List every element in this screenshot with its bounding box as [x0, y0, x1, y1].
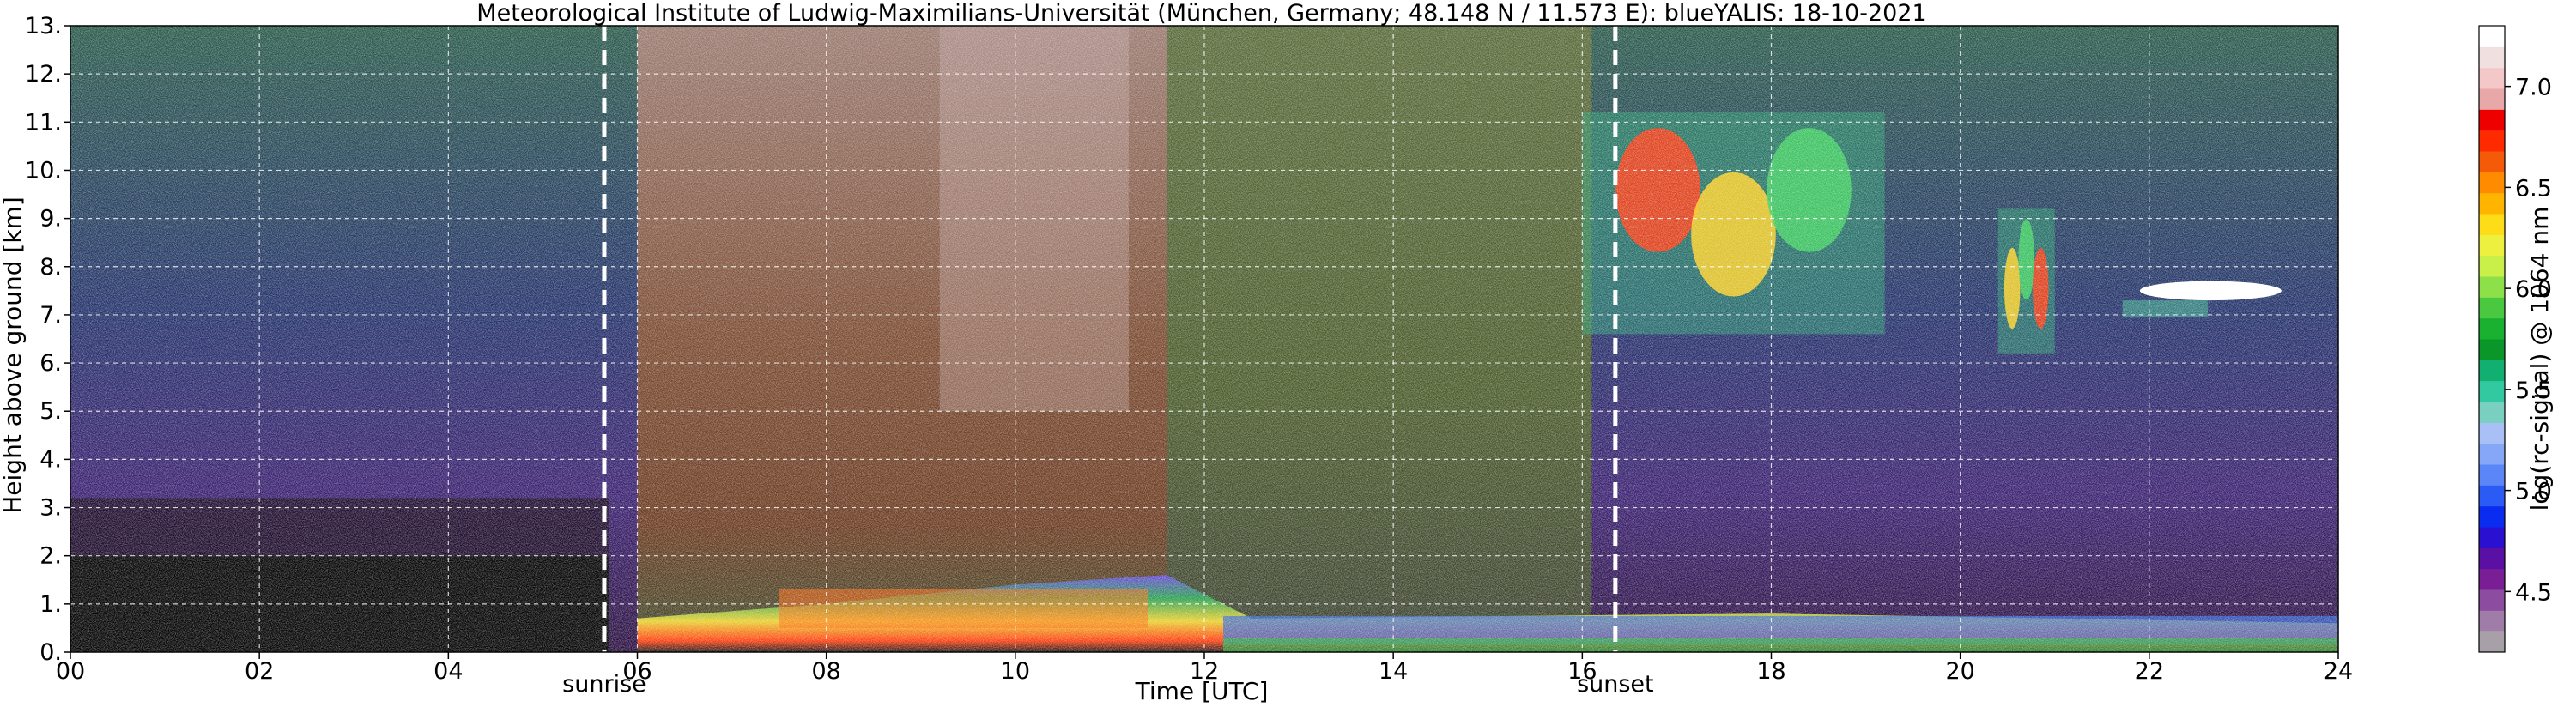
x-tick-label: 16 — [1567, 658, 1597, 685]
colorbar-segment — [2479, 214, 2505, 235]
x-tick-label: 14 — [1379, 658, 1408, 685]
colorbar-tick-label: 5.0 — [2515, 479, 2552, 505]
chart-title: Meteorological Institute of Ludwig-Maxim… — [476, 0, 1926, 27]
event-markers: sunrise sunset — [562, 26, 1654, 698]
colorbar-segment — [2479, 610, 2505, 632]
x-tick-label: 00 — [56, 658, 85, 685]
colorbar-segment — [2479, 380, 2505, 402]
event-label-sunset: sunset — [1577, 671, 1654, 698]
colorbar-segment — [2479, 464, 2505, 486]
y-tick-label: 6. — [39, 350, 62, 377]
colorbar-segment — [2479, 568, 2505, 590]
colorbar-segment — [2479, 192, 2505, 215]
colorbar-tick-label: 6.0 — [2515, 276, 2552, 303]
colorbar-segment — [2479, 234, 2505, 257]
colorbar-segment — [2479, 485, 2505, 507]
x-tick-label: 18 — [1756, 658, 1785, 685]
colorbar-tick-label: 6.5 — [2515, 175, 2552, 202]
colorbar-segment — [2479, 109, 2505, 131]
y-tick-label: 9. — [39, 206, 62, 233]
colorbar-segment — [2479, 631, 2505, 653]
colorbar-segment — [2479, 46, 2505, 69]
y-tick-label: 12. — [25, 61, 62, 88]
y-tick-label: 1. — [39, 591, 62, 618]
colorbar-label: log(rc-signal) @ 1064 nm — [2525, 207, 2554, 511]
x-axis-label: Time [UTC] — [1135, 677, 1269, 705]
colorbar-segment — [2479, 589, 2505, 611]
colorbar-tick-label: 4.5 — [2515, 579, 2552, 606]
colorbar-segment — [2479, 443, 2505, 465]
y-axis-label: Height above ground [km] — [0, 196, 27, 514]
colorbar-segment — [2479, 88, 2505, 110]
colorbar-frame — [2478, 25, 2506, 653]
colorbar-segment — [2479, 26, 2505, 47]
colorbar-segment — [2479, 360, 2505, 382]
y-tick-label: 11. — [25, 109, 62, 136]
colorbar-segment — [2479, 130, 2505, 152]
colorbar-segment — [2479, 505, 2505, 528]
colorbar-segment — [2479, 172, 2505, 194]
colorbar-segment — [2479, 151, 2505, 172]
colorbar-tick-label: 7.0 — [2515, 75, 2552, 101]
x-tick-label: 20 — [1945, 658, 1974, 685]
colorbar-segment — [2479, 317, 2505, 340]
x-tick-label: 04 — [433, 658, 463, 685]
x-tick-label: 12 — [1190, 658, 1219, 685]
y-tick-label: 7. — [39, 302, 62, 329]
y-tick-label: 4. — [39, 446, 62, 473]
event-label-sunrise: sunrise — [562, 671, 646, 698]
y-tick-label: 8. — [39, 254, 62, 281]
grid-lines — [70, 25, 2339, 653]
colorbar-segment — [2479, 422, 2505, 444]
y-tick-label: 2. — [39, 543, 62, 570]
colorbar-segment — [2479, 527, 2505, 548]
x-tick-label: 22 — [2135, 658, 2164, 685]
x-tick-label: 06 — [622, 658, 652, 685]
x-tick-label: 10 — [1001, 658, 1030, 685]
colorbar: 4.5 5.0 5.5 6.0 6.5 7.0 — [2478, 25, 2552, 653]
colorbar-tick-label: 5.5 — [2515, 378, 2552, 404]
y-tick-label: 10. — [25, 157, 62, 184]
colorbar-segment — [2479, 276, 2505, 298]
colorbar-segment — [2479, 255, 2505, 277]
y-tick-label: 0. — [39, 639, 62, 666]
colorbar-segment — [2479, 339, 2505, 360]
y-tick-label: 13. — [25, 13, 62, 39]
x-tick-label: 02 — [245, 658, 274, 685]
colorbar-segment — [2479, 402, 2505, 423]
x-tick-label: 24 — [2324, 658, 2353, 685]
colorbar-segment — [2479, 547, 2505, 570]
y-tick-label: 3. — [39, 495, 62, 522]
y-tick-label: 5. — [39, 398, 62, 425]
x-tick-label: 08 — [811, 658, 840, 685]
colorbar-segment — [2479, 67, 2505, 89]
axes: 00 02 04 06 08 10 12 14 16 18 20 22 24 0. 1. 2. 3. 4. 5. 6.… — [25, 13, 2353, 685]
colorbar-segment — [2479, 297, 2505, 319]
